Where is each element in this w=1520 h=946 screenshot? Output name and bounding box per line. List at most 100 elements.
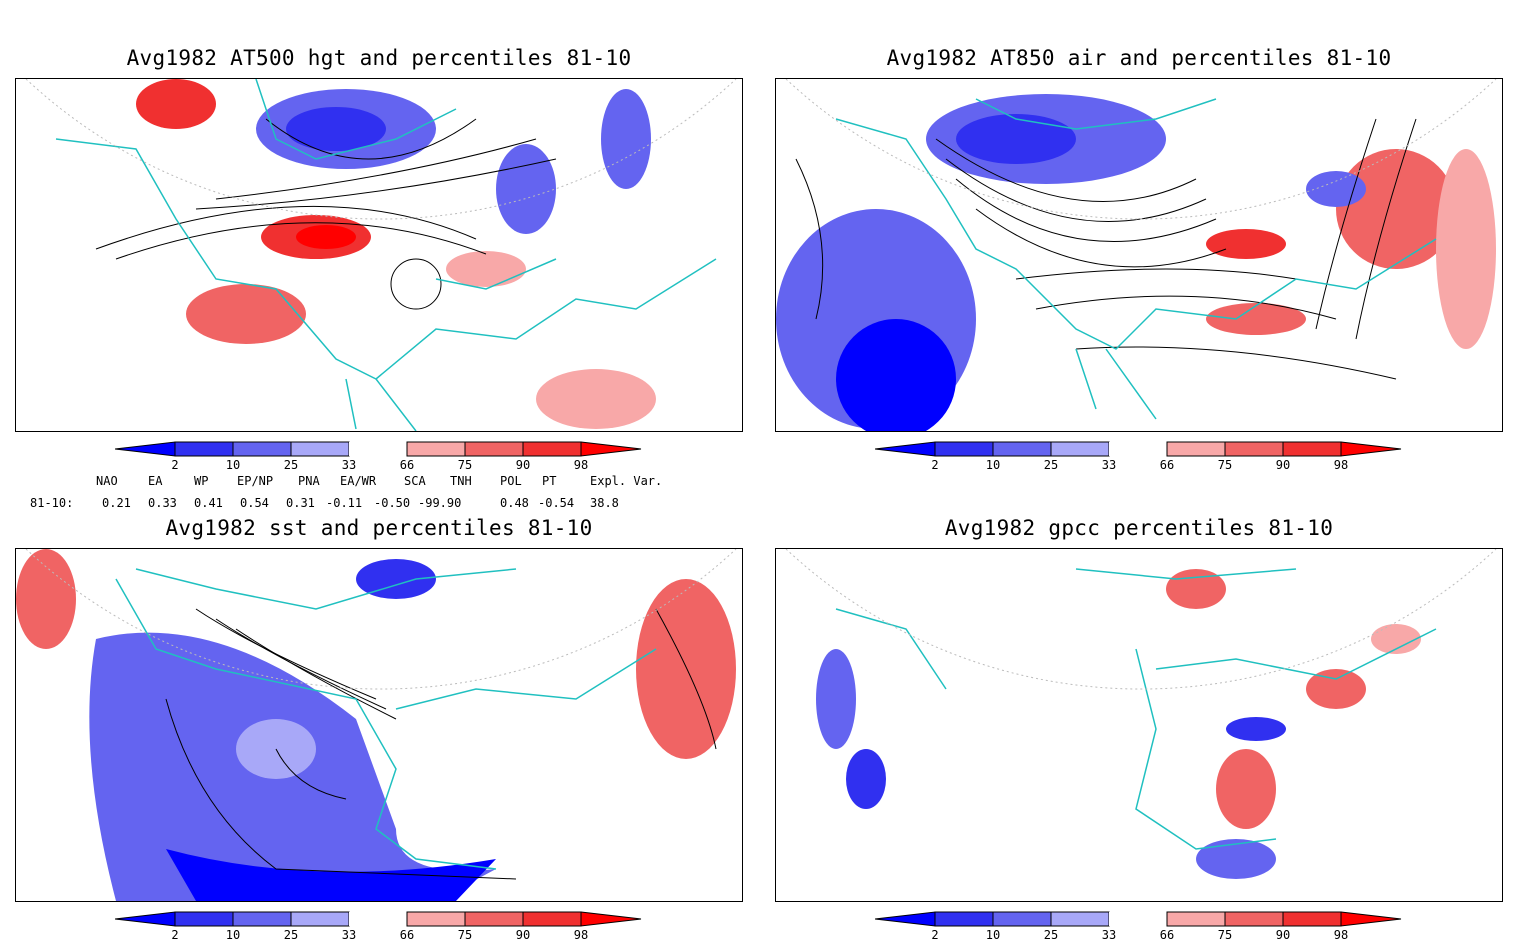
index-value: 0.31 bbox=[286, 496, 315, 510]
index-header: Expl. Var. bbox=[590, 474, 663, 488]
map-boundary bbox=[25, 549, 737, 690]
colorbar-segment bbox=[290, 911, 350, 927]
index-value: 0.33 bbox=[148, 496, 177, 510]
colorbar-tick-label: 98 bbox=[573, 928, 589, 942]
index-row-label: 81-10: bbox=[30, 496, 74, 510]
colorbar-segment bbox=[522, 441, 582, 457]
colorbar-swatches bbox=[114, 441, 642, 457]
colorbar-tick-label: 75 bbox=[1217, 458, 1233, 472]
coastlines bbox=[55, 79, 717, 431]
colorbar-tick-label: 90 bbox=[515, 458, 531, 472]
colorbar-tick-label: 10 bbox=[985, 458, 1001, 472]
index-header: EA bbox=[148, 474, 163, 488]
colorbar-swatches bbox=[874, 911, 1402, 927]
colorbar-segment bbox=[406, 911, 466, 927]
index-header: EP/NP bbox=[237, 474, 274, 488]
colorbar-arrow-low bbox=[114, 441, 176, 457]
colorbar-tick-label: 33 bbox=[341, 458, 357, 472]
map-boundary bbox=[25, 79, 737, 220]
colorbar-segment bbox=[1282, 441, 1342, 457]
panel-3-title: Avg1982 sst and percentiles 81-10 bbox=[165, 516, 593, 540]
panel-4-title: Avg1982 gpcc percentiles 81-10 bbox=[944, 516, 1334, 540]
map-panel-sst bbox=[15, 548, 743, 902]
colorbar-swatches bbox=[874, 441, 1402, 457]
index-value: -99.90 bbox=[418, 496, 462, 510]
colorbar-tick-label: 25 bbox=[1043, 458, 1059, 472]
colorbar-tick-label: 2 bbox=[931, 928, 939, 942]
panel-1-title: Avg1982 AT500 hgt and percentiles 81-10 bbox=[126, 46, 632, 70]
map-gpcc bbox=[785, 549, 1497, 879]
colorbar-segment bbox=[1050, 911, 1110, 927]
colorbar-segment bbox=[232, 441, 292, 457]
colorbar-segment bbox=[290, 441, 350, 457]
colorbar-tick-label: 66 bbox=[399, 458, 415, 472]
coastlines bbox=[835, 568, 1437, 850]
colorbar-segment bbox=[522, 911, 582, 927]
colorbar-tick-label: 75 bbox=[457, 928, 473, 942]
height-contours bbox=[95, 118, 557, 310]
colorbar-segment bbox=[349, 442, 407, 456]
colorbar-segment bbox=[464, 911, 524, 927]
colorbar-tick-label: 66 bbox=[1159, 928, 1175, 942]
colorbar-segment bbox=[934, 911, 994, 927]
colorbar-arrow-low bbox=[874, 911, 936, 927]
colorbar-segment bbox=[1050, 441, 1110, 457]
colorbar-swatches bbox=[114, 911, 642, 927]
colorbar-segment bbox=[992, 441, 1052, 457]
colorbar-tick-label: 98 bbox=[1333, 458, 1349, 472]
colorbar-segment bbox=[232, 911, 292, 927]
colorbar-segment bbox=[1166, 911, 1226, 927]
colorbar-tick-label: 33 bbox=[1101, 458, 1117, 472]
colorbar-tick-label: 98 bbox=[1333, 928, 1349, 942]
coastlines bbox=[835, 98, 1437, 420]
colorbar-bottom-left: 2 10 25 33 66 75 90 98 bbox=[114, 910, 655, 946]
indices-table: NAO EA WP EP/NP PNA EA/WR SCA TNH POL PT… bbox=[0, 474, 760, 514]
index-header: WP bbox=[194, 474, 209, 488]
index-header: SCA bbox=[404, 474, 426, 488]
index-header: EA/WR bbox=[340, 474, 377, 488]
colorbar-arrow-high bbox=[1340, 441, 1402, 457]
colorbar-top-left: 2 10 25 33 66 75 90 98 bbox=[114, 440, 655, 476]
colorbar-segment bbox=[349, 912, 407, 926]
colorbar-tick-label: 10 bbox=[225, 458, 241, 472]
percentile-shading bbox=[816, 569, 1421, 879]
colorbar-tick-label: 2 bbox=[931, 458, 939, 472]
colorbar-segment bbox=[174, 911, 234, 927]
index-value: 0.48 bbox=[500, 496, 529, 510]
colorbar-arrow-low bbox=[114, 911, 176, 927]
colorbar-top-right: 2 10 25 33 66 75 90 98 bbox=[874, 440, 1415, 476]
colorbar-tick-label: 66 bbox=[1159, 458, 1175, 472]
coastlines bbox=[115, 568, 657, 870]
map-panel-gpcc bbox=[775, 548, 1503, 902]
map-hgt500 bbox=[16, 79, 742, 431]
index-header: PNA bbox=[298, 474, 320, 488]
colorbar-segment bbox=[934, 441, 994, 457]
colorbar-tick-label: 98 bbox=[573, 458, 589, 472]
index-value: 38.8 bbox=[590, 496, 619, 510]
colorbar-tick-label: 10 bbox=[225, 928, 241, 942]
colorbar-tick-label: 25 bbox=[283, 458, 299, 472]
map-panel-air850 bbox=[775, 78, 1503, 432]
colorbar-segment bbox=[1109, 442, 1167, 456]
colorbar-segment bbox=[406, 441, 466, 457]
colorbar-segment bbox=[1282, 911, 1342, 927]
colorbar-tick-label: 10 bbox=[985, 928, 1001, 942]
colorbar-segment bbox=[1224, 911, 1284, 927]
index-header: NAO bbox=[96, 474, 118, 488]
colorbar-segment bbox=[464, 441, 524, 457]
index-value: -0.54 bbox=[538, 496, 575, 510]
colorbar-tick-label: 33 bbox=[341, 928, 357, 942]
index-value: 0.54 bbox=[240, 496, 269, 510]
map-boundary bbox=[785, 79, 1497, 220]
index-value: -0.11 bbox=[326, 496, 363, 510]
index-value: 0.41 bbox=[194, 496, 223, 510]
colorbar-bottom-right: 2 10 25 33 66 75 90 98 bbox=[874, 910, 1415, 946]
map-boundary bbox=[785, 549, 1497, 690]
map-air850 bbox=[776, 79, 1497, 431]
colorbar-arrow-high bbox=[1340, 911, 1402, 927]
colorbar-segment bbox=[992, 911, 1052, 927]
colorbar-segment bbox=[174, 441, 234, 457]
colorbar-arrow-high bbox=[580, 441, 642, 457]
temperature-contours bbox=[795, 118, 1417, 380]
colorbar-arrow-high bbox=[580, 911, 642, 927]
